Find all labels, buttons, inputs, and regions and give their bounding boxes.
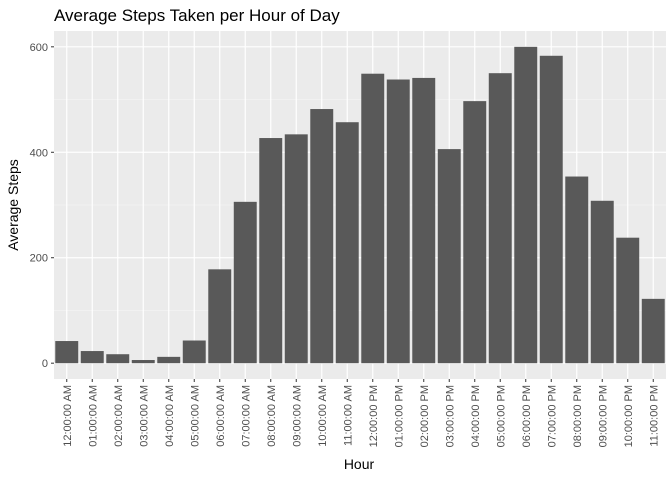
bar-22 <box>590 200 614 364</box>
x-tick-label: 10:00:00 PM <box>623 385 635 447</box>
x-tick-label: 08:00:00 PM <box>572 385 584 447</box>
bar-10 <box>284 134 308 364</box>
x-tick-label: 06:00:00 AM <box>215 385 227 447</box>
x-tick-label: 03:00:00 AM <box>138 385 150 447</box>
bar-5 <box>157 356 181 364</box>
bars <box>55 46 665 364</box>
x-tick-label: 09:00:00 AM <box>291 385 303 447</box>
bar-11 <box>310 109 334 364</box>
bar-1 <box>55 341 79 364</box>
y-tick-label: 0 <box>42 358 48 370</box>
x-tick-label: 04:00:00 AM <box>164 385 176 447</box>
x-tick-label: 01:00:00 AM <box>87 385 99 447</box>
bar-16 <box>437 149 461 364</box>
bar-13 <box>361 73 385 364</box>
x-axis: 12:00:00 AM 01:00:00 AM 02:00:00 AM 03:00:0… <box>62 379 660 447</box>
bar-19 <box>514 46 538 364</box>
x-tick-label: 02:00:00 PM <box>419 385 431 447</box>
x-tick-label: 07:00:00 PM <box>546 385 558 447</box>
x-tick-label: 11:00:00 PM <box>648 385 660 447</box>
bar-2 <box>80 351 104 364</box>
x-tick-label: 08:00:00 AM <box>266 385 278 447</box>
bar-15 <box>412 77 436 364</box>
bar-20 <box>539 55 563 364</box>
x-tick-label: 05:00:00 PM <box>495 385 507 447</box>
x-tick-label: 06:00:00 PM <box>521 385 533 447</box>
y-axis: 0 200 400 600 <box>30 42 54 370</box>
bar-14 <box>386 79 410 364</box>
y-tick-label: 400 <box>30 147 48 159</box>
bar-4 <box>131 360 155 364</box>
x-tick-label: 07:00:00 AM <box>240 385 252 447</box>
bar-6 <box>182 340 206 364</box>
bar-17 <box>463 101 487 364</box>
x-tick-label: 10:00:00 AM <box>317 385 329 447</box>
x-tick-label: 09:00:00 PM <box>597 385 609 447</box>
bar-3 <box>106 354 130 364</box>
x-tick-label: 04:00:00 PM <box>470 385 482 447</box>
bar-21 <box>565 176 589 364</box>
x-tick-label: 03:00:00 PM <box>444 385 456 447</box>
x-tick-label: 02:00:00 AM <box>113 385 125 447</box>
x-tick-label: 05:00:00 AM <box>189 385 201 447</box>
y-tick-label: 600 <box>30 42 48 54</box>
bar-23 <box>616 237 640 364</box>
chart-title: Average Steps Taken per Hour of Day <box>54 6 340 25</box>
x-tick-label: 12:00:00 AM <box>62 385 74 447</box>
bar-8 <box>233 201 257 364</box>
y-tick-label: 200 <box>30 253 48 265</box>
x-tick-label: 12:00:00 PM <box>368 385 380 447</box>
x-tick-label: 01:00:00 PM <box>393 385 405 447</box>
bar-18 <box>488 73 512 364</box>
x-axis-label: Hour <box>344 456 375 472</box>
x-tick-label: 11:00:00 AM <box>342 385 354 446</box>
bar-9 <box>259 138 283 364</box>
bar-24 <box>641 298 665 364</box>
y-axis-label: Average Steps <box>5 159 21 251</box>
bar-7 <box>208 269 232 364</box>
bar-12 <box>335 122 359 364</box>
